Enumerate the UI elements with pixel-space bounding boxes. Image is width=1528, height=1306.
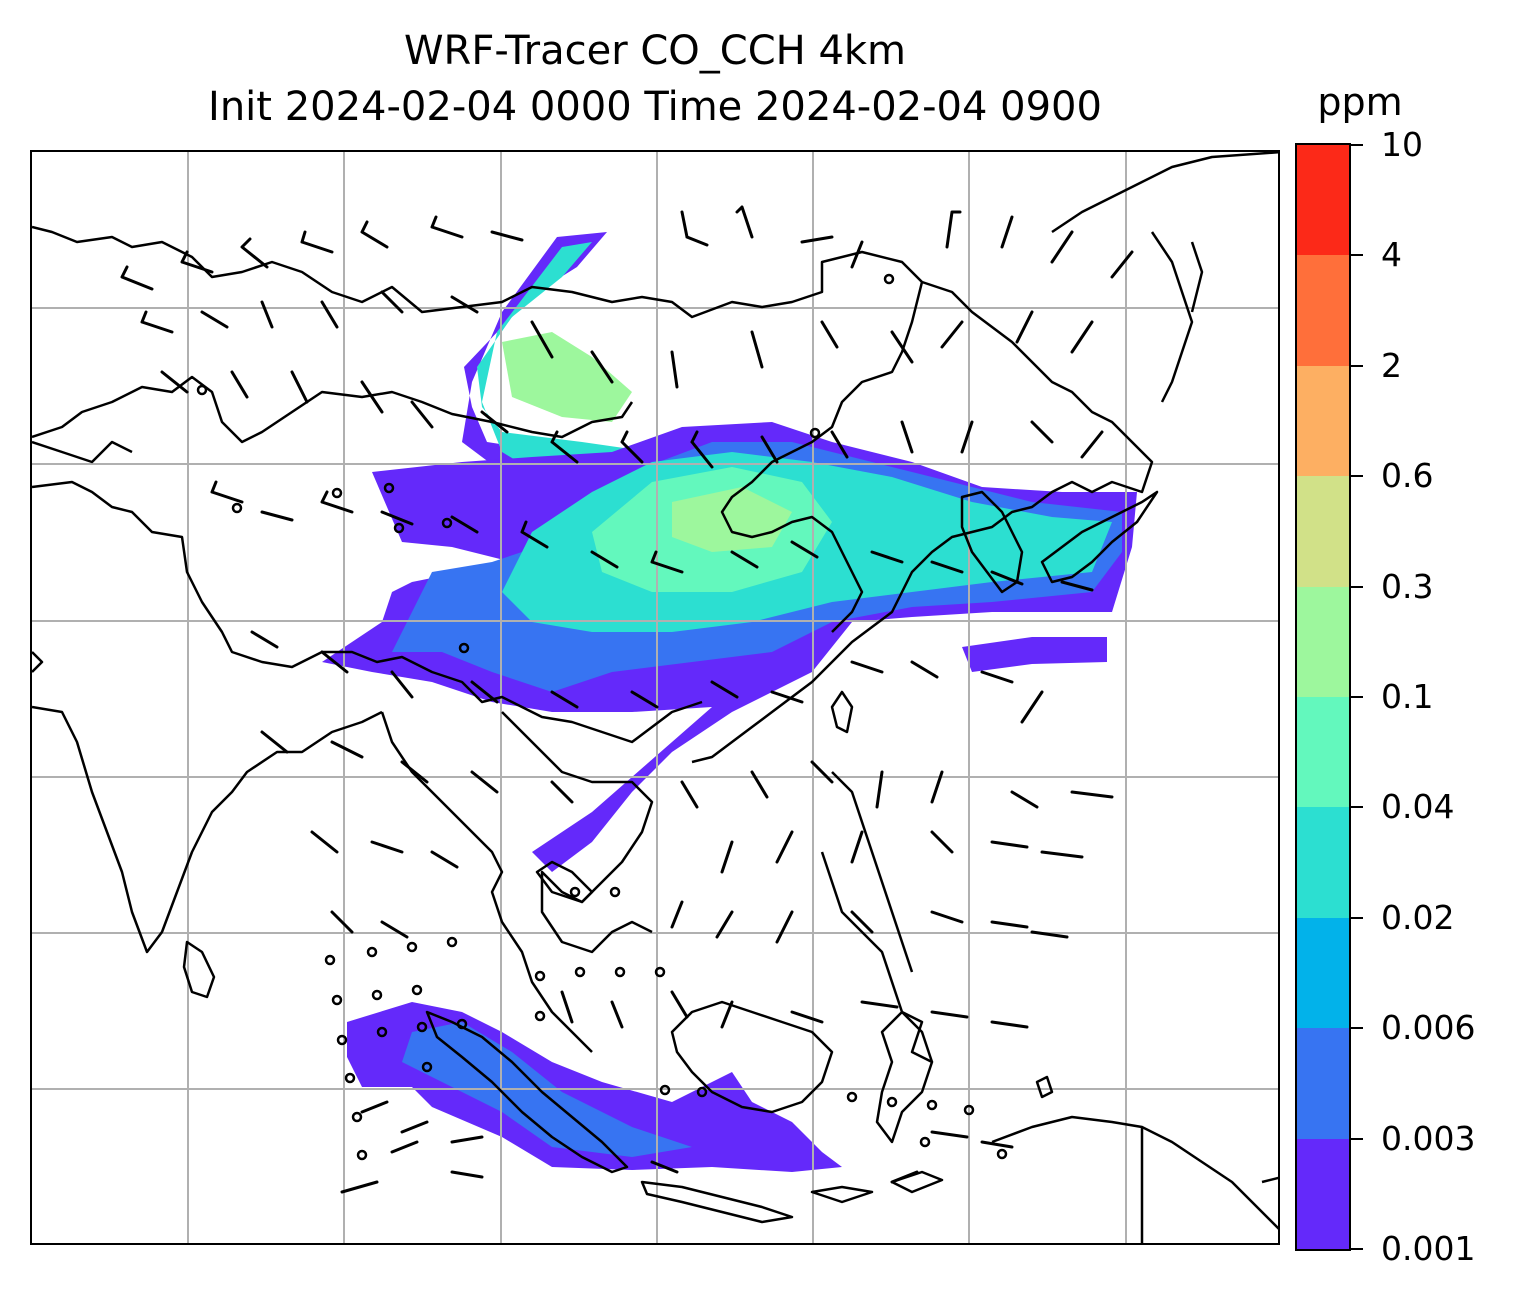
colorbar-tick-label: 2 <box>1381 345 1402 385</box>
colorbar-tick <box>1351 475 1363 478</box>
colorbar-tick <box>1351 806 1363 809</box>
colorbar-segment <box>1297 1138 1349 1249</box>
coastlines <box>32 152 1278 1243</box>
colorbar-tick-label: 0.001 <box>1381 1229 1476 1268</box>
plume-north-core <box>502 332 632 422</box>
colorbar-tick <box>1351 144 1363 146</box>
colorbar-segment <box>1297 917 1349 1029</box>
colorbar-segment <box>1297 807 1349 918</box>
colorbar-segment <box>1297 144 1349 256</box>
map-title-line1: WRF-Tracer CO_CCH 4km <box>403 28 907 74</box>
colorbar-segment <box>1297 586 1349 697</box>
colorbar-segment <box>1297 365 1349 477</box>
colorbar-tick <box>1351 585 1363 588</box>
colorbar-tick <box>1351 916 1363 919</box>
colorbar-tick <box>1351 254 1363 257</box>
colorbar-segment <box>1297 696 1349 808</box>
map-canvas <box>32 152 1278 1243</box>
colorbar-segment <box>1297 1028 1349 1139</box>
calm-markers <box>196 273 1008 1161</box>
colorbar-tick-label: 0.006 <box>1381 1008 1476 1048</box>
tracer-plumes <box>322 232 1137 1172</box>
colorbar <box>1295 143 1351 1251</box>
colorbar-tick <box>1351 1027 1363 1030</box>
gridlines <box>32 152 1278 1243</box>
colorbar-tick-label: 0.04 <box>1381 787 1455 827</box>
colorbar-unit-label: ppm <box>1317 80 1403 124</box>
plume-north-mid <box>477 242 652 482</box>
colorbar-segment <box>1297 255 1349 366</box>
colorbar-tick-label: 0.003 <box>1381 1118 1476 1158</box>
colorbar-tick-label: 0.6 <box>1381 456 1434 496</box>
colorbar-tick-label: 4 <box>1381 235 1402 275</box>
colorbar-tick-label: 0.3 <box>1381 566 1434 606</box>
plume-east-streak <box>962 637 1107 672</box>
colorbar-tick <box>1351 364 1363 367</box>
colorbar-segment <box>1297 476 1349 587</box>
colorbar-tick <box>1351 1137 1363 1140</box>
colorbar-tick <box>1351 696 1363 698</box>
colorbar-tick <box>1351 1248 1363 1250</box>
colorbar-tick-label: 0.1 <box>1381 677 1434 716</box>
colorbar-tick-label: 0.02 <box>1381 897 1455 937</box>
plume-north-outer <box>462 232 672 497</box>
colorbar-tick-label: 10 <box>1381 125 1423 164</box>
map-title-line2: Init 2024-02-04 0000 Time 2024-02-04 090… <box>208 84 1102 130</box>
map-panel <box>30 150 1280 1245</box>
wind-barbs <box>120 205 1134 1194</box>
